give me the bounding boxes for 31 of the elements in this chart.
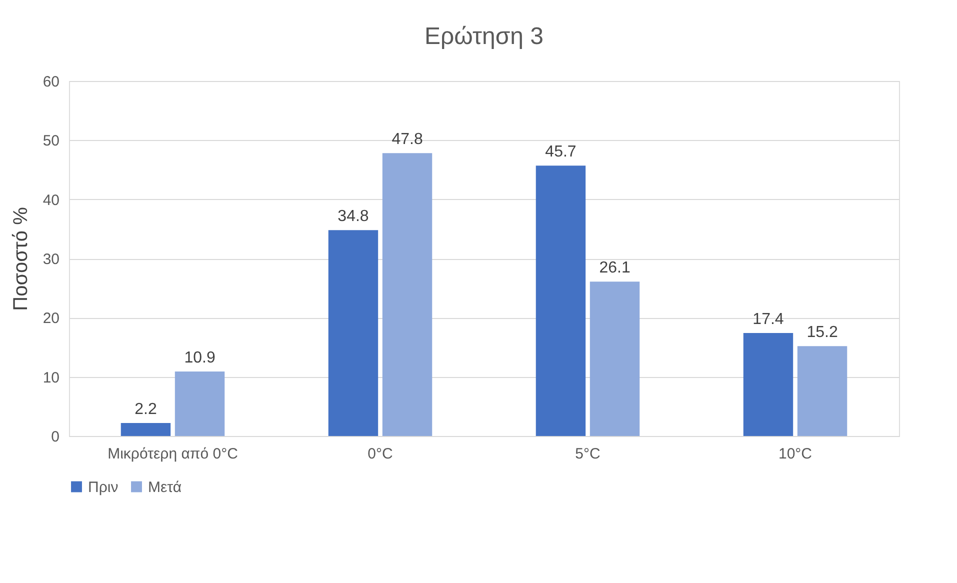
data-label: 45.7	[545, 144, 576, 161]
y-tick-label: 30	[42, 251, 60, 268]
bar	[797, 346, 848, 436]
bar	[590, 282, 640, 436]
y-axis-title: Ποσοστό %	[10, 206, 32, 311]
chart-title: Ερώτηση 3	[424, 23, 544, 50]
x-tick-label: 5°C	[575, 446, 600, 462]
data-label: 2.2	[134, 400, 157, 418]
bar	[536, 166, 586, 436]
legend-label: Μετά	[148, 478, 182, 496]
x-tick-label: 10°C	[778, 446, 812, 462]
bar	[174, 372, 225, 436]
bar	[743, 333, 794, 436]
y-tick-label: 40	[42, 192, 60, 209]
data-label: 34.8	[338, 208, 369, 226]
x-tick-label: 0°C	[368, 446, 393, 462]
y-tick-label: 20	[42, 310, 60, 328]
bar	[382, 153, 432, 436]
y-tick-label: 0	[51, 428, 60, 446]
data-label: 15.2	[806, 324, 838, 342]
y-tick-label: 10	[42, 369, 60, 386]
y-tick-label: 50	[42, 132, 60, 150]
data-label: 17.4	[752, 311, 784, 328]
legend-label: Πριν	[88, 478, 118, 496]
y-tick-label: 60	[42, 74, 60, 90]
x-tick-label: Μικρότερη από 0°C	[108, 446, 238, 462]
bar	[328, 230, 378, 436]
data-label: 26.1	[599, 260, 630, 277]
bar	[120, 422, 171, 436]
data-label: 10.9	[184, 350, 216, 367]
data-label: 47.8	[392, 131, 423, 148]
